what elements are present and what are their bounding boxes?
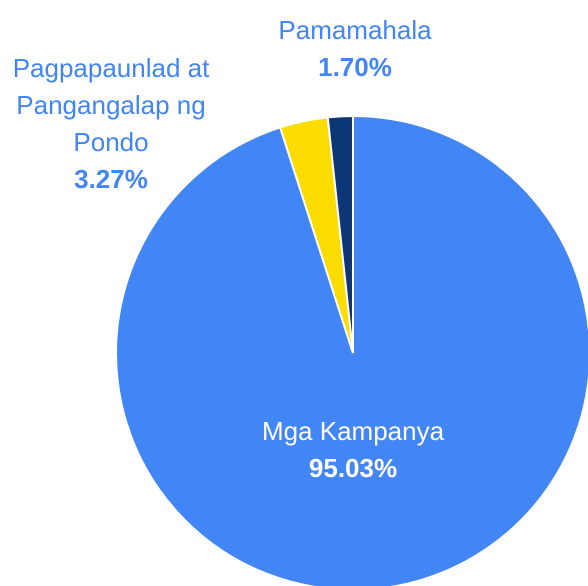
pie-slice <box>326 114 354 354</box>
value-label: 1.70% <box>318 52 392 82</box>
slice-label: Mga Kampanya 95.03% <box>253 413 453 487</box>
slice-label: Pagpapaunlad at Pangangalap ng Pondo 3.27… <box>0 50 222 198</box>
category-name: Pamamahala <box>278 15 432 45</box>
slice-label: Pamamahala 1.70% <box>230 12 480 86</box>
value-label: 95.03% <box>308 453 398 483</box>
category-name: Mga Kampanya <box>261 416 445 446</box>
value-label: 3.27% <box>74 164 148 194</box>
category-name: Pagpapaunlad at Pangangalap ng Pondo <box>12 53 210 157</box>
